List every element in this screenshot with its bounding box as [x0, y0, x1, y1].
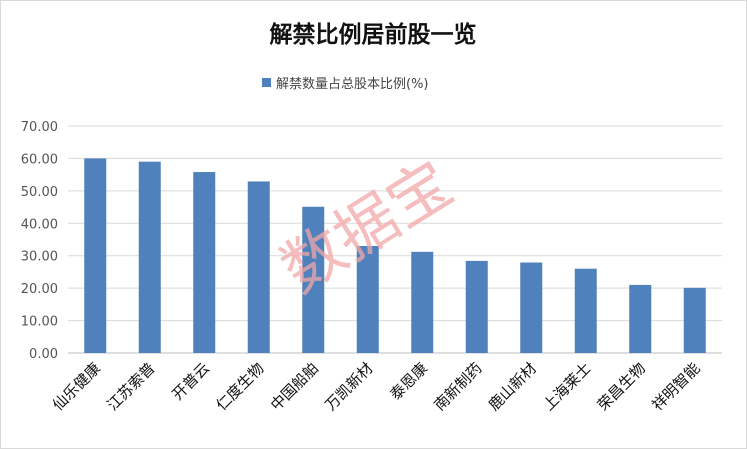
x-tick-label: 南新制药: [430, 359, 485, 414]
y-axis: 70.00 60.00 50.00 40.00 30.00 20.00 10.00 0.00: [21, 120, 58, 362]
x-axis: 仙乐健康 江苏索普 开普云 仁度生物 中国船舶 万凯新材 泰恩康 南新制药 鹿山新材 上海莱士 荣昌…: [49, 359, 704, 414]
x-tick-label: 万凯新材: [321, 359, 376, 414]
bar: [574, 268, 597, 353]
x-tick-label: 鹿山新材: [485, 359, 540, 414]
y-tick-label: 40.00: [21, 217, 58, 232]
bars: [84, 158, 706, 353]
y-tick-label: 0.00: [29, 347, 58, 362]
bar: [302, 206, 325, 353]
bar: [356, 245, 379, 353]
y-tick-label: 10.00: [21, 315, 58, 330]
bar: [629, 284, 652, 353]
legend: 解禁数量占总股本比例(%): [262, 77, 429, 92]
y-tick-label: 60.00: [21, 152, 58, 167]
legend-label: 解禁数量占总股本比例(%): [276, 77, 429, 92]
bar: [520, 262, 543, 353]
x-tick-label: 上海莱士: [539, 359, 594, 414]
x-tick-label: 泰恩康: [387, 359, 432, 404]
gridlines: [68, 125, 722, 354]
chart-title: 解禁比例居前股一览: [270, 21, 477, 48]
y-tick-label: 70.00: [21, 120, 58, 135]
bar: [247, 181, 270, 353]
bar: [84, 158, 107, 353]
x-tick-label: 中国船舶: [267, 359, 322, 414]
x-tick-label: 祥明智能: [648, 359, 703, 414]
x-tick-label: 仙乐健康: [49, 359, 104, 414]
bar: [411, 251, 434, 353]
x-tick-label: 江苏索普: [103, 359, 158, 414]
bar: [138, 161, 161, 353]
x-tick-label: 荣昌生物: [594, 359, 649, 414]
bar: [193, 172, 216, 353]
bar: [683, 287, 706, 353]
y-tick-label: 30.00: [21, 250, 58, 265]
x-tick-label: 仁度生物: [212, 359, 267, 414]
bar: [465, 260, 488, 353]
x-tick-label: 开普云: [169, 359, 214, 404]
y-tick-label: 50.00: [21, 185, 58, 200]
y-tick-label: 20.00: [21, 282, 58, 297]
legend-swatch: [262, 78, 271, 87]
